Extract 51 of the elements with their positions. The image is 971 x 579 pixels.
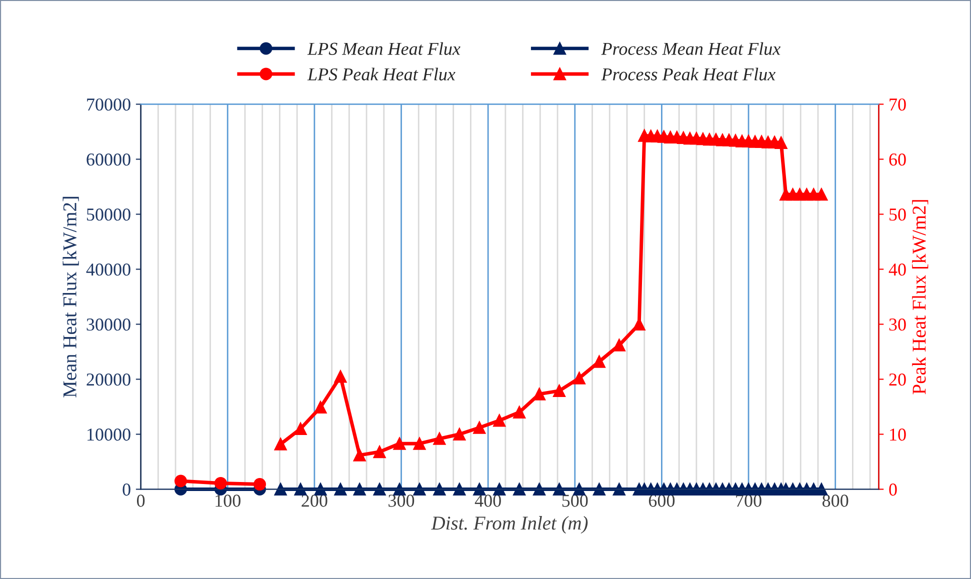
x-tick-label: 800 (822, 494, 848, 507)
point (413, 437, 426, 450)
legend-label: Process Mean Heat Flux (601, 42, 780, 55)
point (533, 388, 546, 400)
y-tick-label: 10000 (88, 428, 130, 441)
point (513, 406, 526, 418)
point (294, 422, 307, 435)
point (253, 478, 266, 491)
y2-tick-label: 0 (889, 484, 897, 496)
y-tick-label: 20000 (86, 374, 130, 386)
point (353, 448, 366, 462)
y2-axis-title: Peak Heat Flux [kW/m2] (912, 200, 928, 394)
legend-label: Process Peak Heat Flux (601, 68, 776, 80)
legend-label: LPS Peak Heat Flux (307, 68, 456, 80)
y-axis-title: Mean Heat Flux [kW/m2] (62, 196, 79, 398)
x-tick-label: 400 (474, 494, 501, 507)
x-tick-label: 300 (388, 494, 414, 507)
point (815, 188, 828, 201)
point (334, 370, 347, 383)
point (493, 414, 506, 427)
y2-tick-label: 10 (890, 428, 906, 441)
point (572, 372, 586, 384)
point (174, 474, 187, 488)
y2-tick-label: 40 (888, 263, 906, 276)
point (373, 446, 386, 458)
y-tick-label: 60000 (86, 153, 130, 166)
point (433, 432, 446, 445)
y2-tick-label: 70 (890, 98, 906, 111)
point (314, 401, 327, 414)
point (612, 338, 626, 352)
point (393, 437, 406, 450)
y-tick-label: 50000 (86, 208, 130, 221)
x-tick-label: 100 (216, 494, 240, 507)
y-tick-label: 70000 (87, 98, 130, 111)
point (774, 136, 788, 149)
y2-tick-label: 20 (889, 374, 906, 386)
y2-tick-label: 30 (889, 318, 906, 331)
y-tick-label: 0 (122, 484, 130, 496)
y2-tick-label: 60 (889, 153, 906, 166)
y2-tick-label: 50 (890, 208, 906, 221)
legend-label: LPS Mean Heat Flux (307, 42, 460, 55)
point (453, 428, 466, 440)
point (473, 421, 486, 434)
point (553, 384, 566, 398)
x-axis-title: Dist. From Inlet (m) (431, 516, 588, 534)
point (592, 355, 606, 368)
y-tick-label: 40000 (86, 263, 130, 276)
x-tick-label: 0 (136, 494, 145, 507)
y-tick-label: 30000 (86, 318, 130, 331)
point (274, 438, 287, 450)
point (214, 476, 227, 490)
